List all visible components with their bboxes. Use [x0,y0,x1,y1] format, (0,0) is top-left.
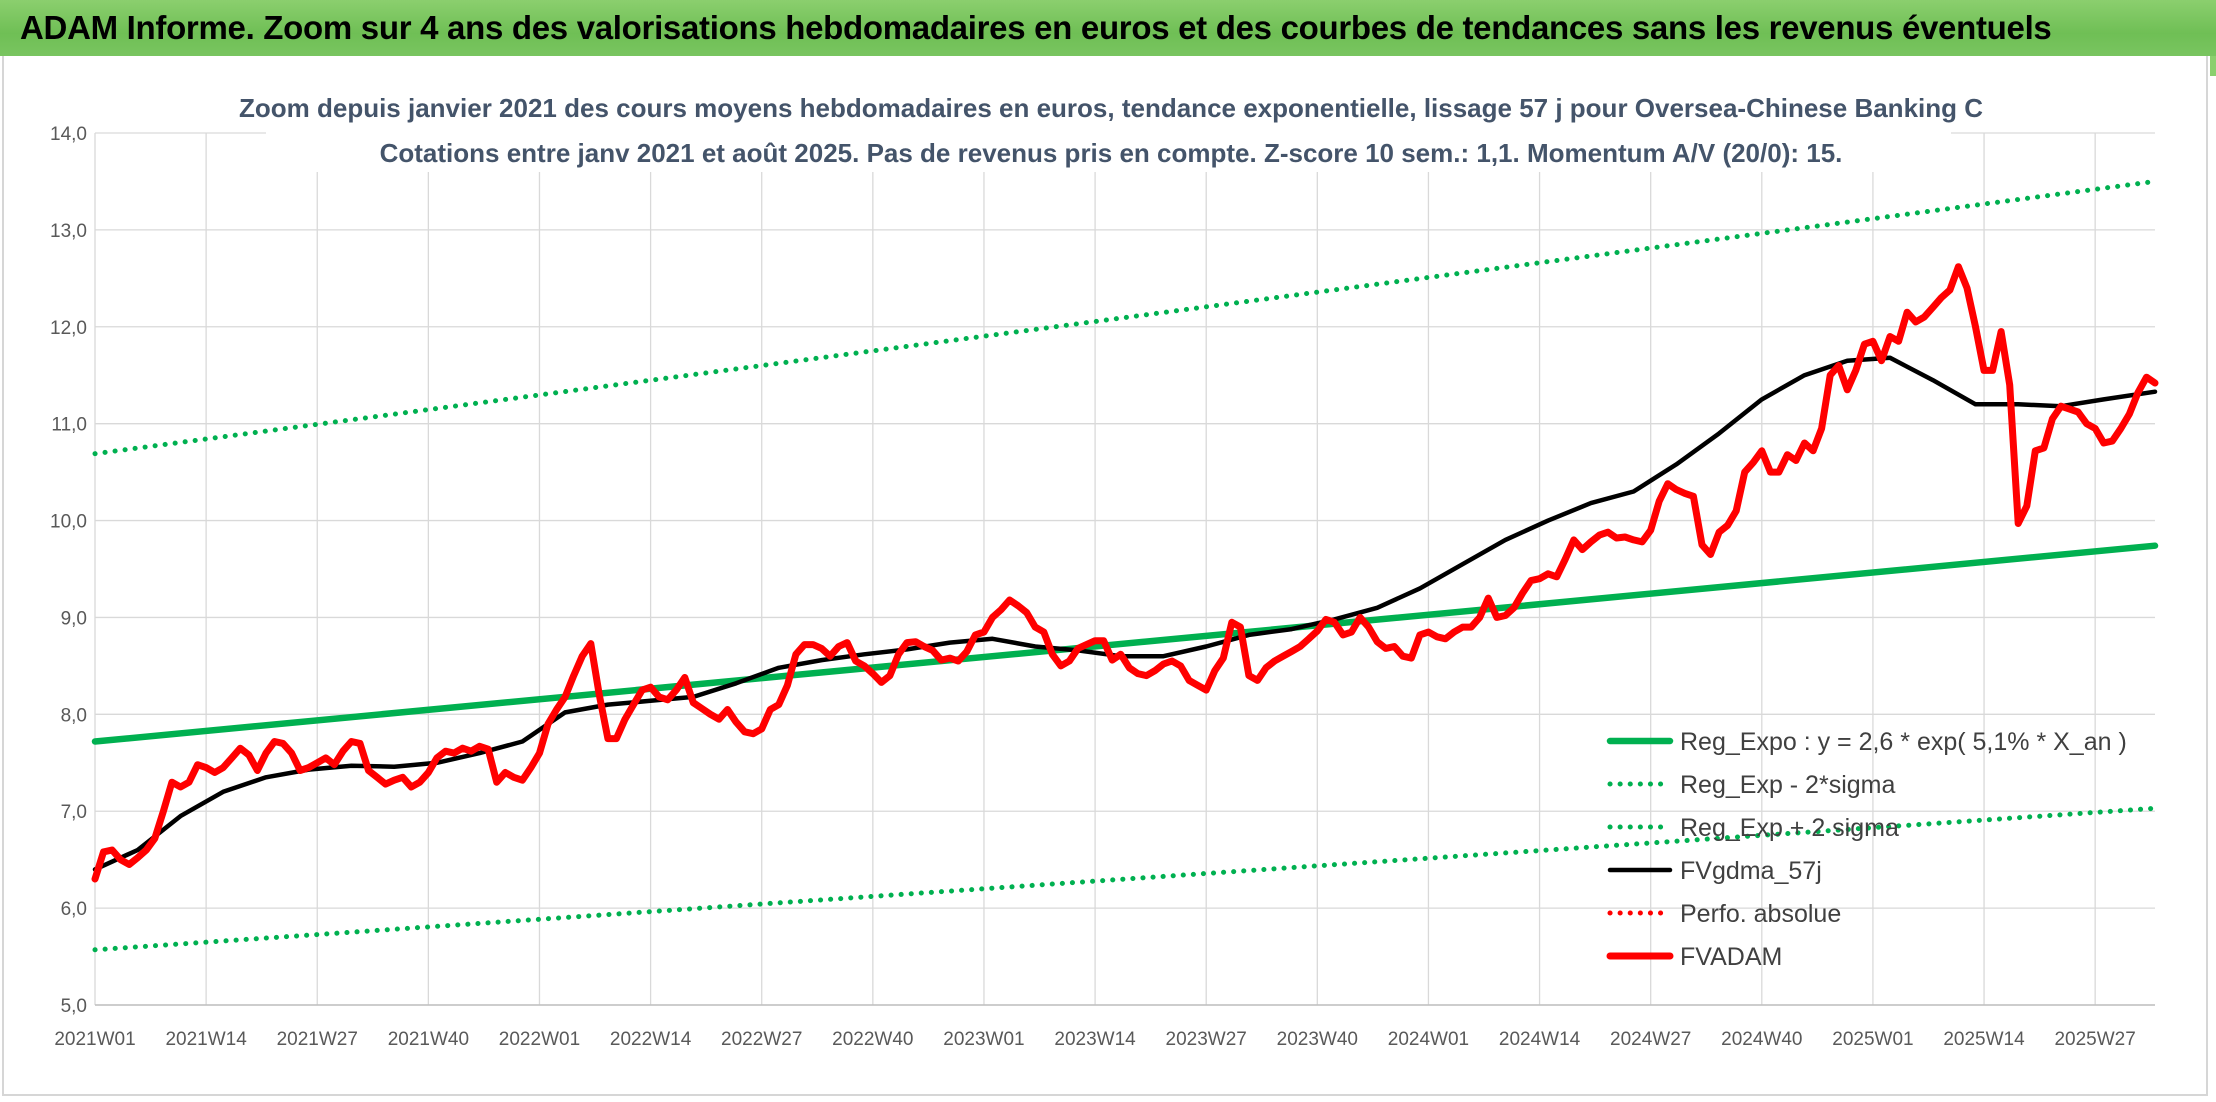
x-tick-label: 2021W14 [165,1029,247,1050]
series-line-0 [91,542,2159,745]
legend-label: FVADAM [1680,943,1782,971]
legend-label: FVgdma_57j [1680,857,1822,885]
y-tick-label: 13,0 [50,221,87,242]
x-tick-label: 2025W14 [1943,1029,2025,1050]
y-tick-label: 5,0 [61,996,87,1017]
banner-tab [2210,56,2216,76]
chart-legend: Reg_Expo : y = 2,6 * exp( 5,1% * X_an ) R… [1606,728,2127,971]
x-tick-label: 2022W27 [721,1029,802,1050]
y-tick-label: 12,0 [50,318,87,339]
chart-subtitle: Cotations entre janv 2021 et août 2025. … [380,138,1843,168]
x-tick-label: 2023W14 [1054,1029,1136,1050]
x-tick-label: 2024W40 [1721,1029,1802,1050]
x-tick-label: 2024W27 [1610,1029,1691,1050]
x-tick-label: 2024W14 [1499,1029,1581,1050]
chart-title: Zoom depuis janvier 2021 des cours moyen… [239,93,1983,123]
y-axis: 5,0 6,0 7,0 8,0 9,0 10,0 11,0 12,0 13,0 14,0 [50,124,87,1017]
x-tick-label: 2023W01 [943,1029,1024,1050]
x-tick-label: 2022W01 [499,1029,580,1050]
y-tick-label: 7,0 [61,802,87,823]
series-line-2 [92,178,2158,457]
title-background [266,84,1951,172]
x-tick-label: 2023W27 [1166,1029,1247,1050]
x-tick-label: 2023W40 [1277,1029,1358,1050]
legend-label: Perfo. absolue [1680,900,1841,928]
legend-label: Reg_Exp + 2 sigma [1680,814,1899,842]
y-tick-label: 9,0 [61,608,87,629]
y-tick-label: 8,0 [61,705,87,726]
x-tick-label: 2025W01 [1832,1029,1913,1050]
x-tick-label: 2025W27 [2054,1029,2135,1050]
series-line-1 [92,805,2158,953]
chart-titles: Zoom depuis janvier 2021 des cours moyen… [239,84,1983,172]
y-tick-label: 14,0 [50,124,87,145]
y-tick-label: 11,0 [51,415,87,436]
banner-title: ADAM Informe. Zoom sur 4 ans des valoris… [20,9,2052,46]
x-tick-label: 2021W27 [277,1029,358,1050]
legend-label: Reg_Expo : y = 2,6 * exp( 5,1% * X_an ) [1680,728,2127,756]
y-tick-label: 10,0 [50,512,87,533]
legend-label: Reg_Exp - 2*sigma [1680,771,1895,799]
y-tick-label: 6,0 [61,899,87,920]
series-layer [91,178,2159,953]
x-axis: 2021W01 2021W14 2021W27 2021W40 2022W01 2022W… [54,1004,2155,1050]
x-tick-label: 2024W01 [1388,1029,1469,1050]
x-tick-label: 2021W40 [388,1029,469,1050]
x-tick-label: 2022W40 [832,1029,913,1050]
chart-frame [2,56,2208,1096]
x-tick-label: 2021W01 [54,1029,135,1050]
x-tick-label: 2022W14 [610,1029,692,1050]
report-banner: ADAM Informe. Zoom sur 4 ans des valoris… [0,0,2216,56]
series-line-5 [91,263,2159,883]
chart-grid [94,132,2155,1006]
